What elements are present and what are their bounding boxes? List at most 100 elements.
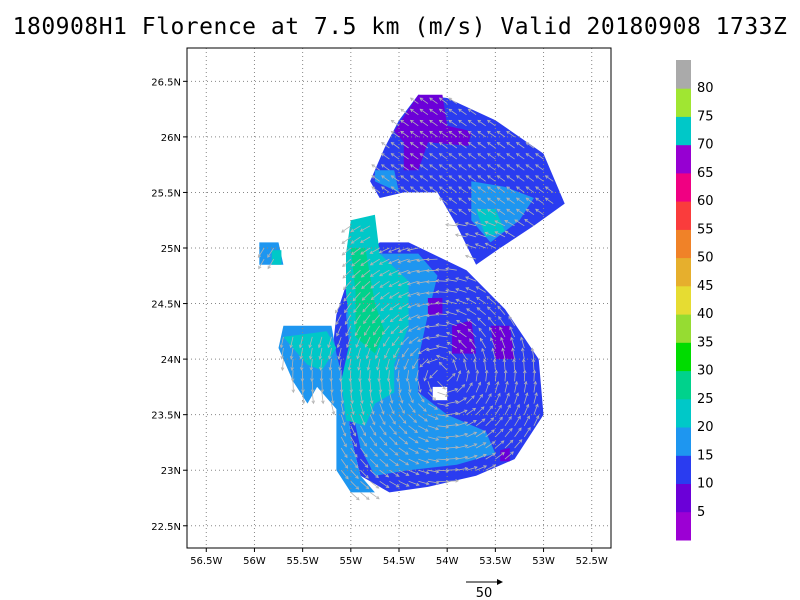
wind-vector [391,142,400,149]
wind-vector [427,381,432,392]
wind-vector [379,480,390,488]
wind-vector-head [465,287,470,291]
wind-vector-head [426,360,431,364]
wind-vector-head [471,395,475,399]
wind-vector-head [367,378,372,383]
wind-vector [398,258,409,263]
wind-vector [407,247,419,251]
wind-vector-head [523,380,528,385]
wind-vector [280,336,284,348]
wind-vector [426,280,438,283]
wind-vector [448,164,458,171]
wind-vector [514,392,519,404]
wind-vector-head [398,389,402,394]
wind-vector-head [438,197,443,201]
wind-vector-head [376,495,380,500]
colorbar-label: 5 [697,505,705,520]
wind-vector [437,425,449,428]
wind-vector [410,186,419,193]
wind-vector [410,119,419,127]
wind-vector [350,458,358,468]
wind-vector [419,175,429,182]
wind-vector-head [494,369,498,374]
wind-vector [408,314,419,320]
wind-vector [398,303,409,310]
wind-vector-head [398,317,403,322]
wind-vector-head [463,397,468,401]
wind-vector [373,325,381,336]
colorbar-label: 75 [697,110,714,125]
wind-vector [290,336,294,348]
wind-vector [439,131,448,138]
wind-vector-head [401,353,406,358]
wind-vector-head [298,344,303,349]
wind-vector-head [498,404,502,409]
wind-vector [456,456,468,460]
wind-vector [350,381,352,393]
wind-vector [448,119,458,127]
wind-vector-head [448,130,453,135]
wind-vector-head [515,392,519,397]
wind-vector-head [524,218,528,223]
wind-vector [446,300,457,304]
wind-vector [381,314,390,323]
wind-vector [346,336,352,348]
wind-vector-head [424,428,429,432]
wind-vector [379,458,389,467]
x-tick-label: 53W [532,556,555,567]
wind-vector-head [535,415,540,419]
wind-vector-head [361,297,366,301]
wind-vector [494,359,496,371]
wind-vector-head [381,410,385,415]
wind-vector-head [385,474,390,478]
wind-vector-head [368,389,373,394]
region-green-core [350,248,385,354]
wind-vector [535,175,544,182]
wind-vector [408,392,414,403]
wind-vector [398,280,409,286]
wind-vector-head [544,175,549,179]
wind-vector-head [425,302,430,306]
wind-vector-head [375,474,379,479]
wind-vector-head [463,358,467,363]
wind-vector [506,175,515,182]
wind-vector [447,424,459,427]
wind-vector-head [290,378,295,383]
wind-vector [522,348,525,360]
region-purple-spot-a [427,298,443,315]
wind-vector [300,347,303,359]
wind-vector-head [445,223,449,227]
wind-vector-head [379,284,384,288]
wind-vector [504,370,507,382]
wind-vector [360,469,369,479]
wind-vector-head [419,142,424,146]
wind-vector [350,225,361,232]
wind-vector [398,381,401,393]
wind-vector [437,480,449,483]
wind-vector [533,392,538,404]
wind-vector-head [381,153,385,157]
wind-vector-head [359,228,364,232]
wind-vector [466,297,477,304]
wind-vector [485,242,496,249]
wind-vector-head [435,437,440,441]
wind-vector-head [381,331,386,335]
wind-vector-head [365,355,370,360]
wind-vector-head [435,469,440,474]
wind-vector-head [448,197,453,201]
wind-vector [418,469,429,474]
wind-vector [504,220,515,227]
wind-vector [456,433,468,438]
colorbar-swatch [676,455,691,484]
wind-vector [468,131,477,138]
wind-vector [369,370,371,382]
wind-vector-head [435,448,440,452]
wind-vector [426,292,438,294]
wind-vector-head [435,279,440,283]
wind-vector [477,131,486,138]
wind-vector-head [341,240,346,244]
wind-vector-head [334,309,339,314]
wind-vector [299,336,303,348]
wind-vector-head [319,367,323,371]
